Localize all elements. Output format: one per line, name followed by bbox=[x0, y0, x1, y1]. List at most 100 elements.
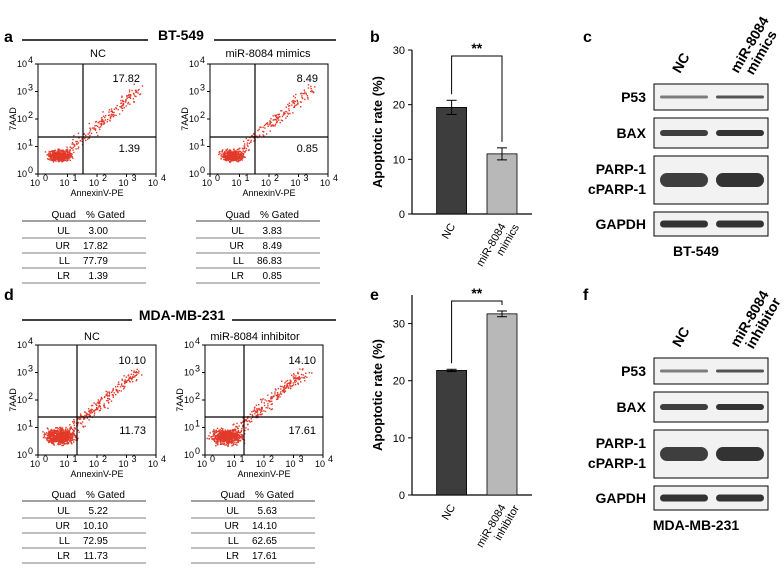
scatter-event-dot bbox=[94, 409, 97, 411]
scatter-event-dot bbox=[259, 126, 261, 128]
scatter-event-dot bbox=[222, 154, 225, 157]
flow-plot-label: miR-8084 mimics bbox=[226, 48, 311, 60]
scatter-event-dot bbox=[260, 401, 263, 403]
scatter-event-dot bbox=[310, 87, 312, 90]
table-quad-cell: UL bbox=[231, 226, 244, 237]
scatter-event-dot bbox=[109, 398, 111, 401]
scatter-event-dot bbox=[230, 159, 232, 162]
scatter-event-dot bbox=[220, 427, 223, 429]
scatter-event-dot bbox=[130, 94, 132, 97]
y-tick-label: 10 bbox=[17, 450, 27, 460]
scatter-event-dot bbox=[46, 432, 48, 434]
y-tick-label: 30 bbox=[393, 319, 405, 331]
scatter-event-dot bbox=[298, 379, 300, 381]
scatter-event-dot bbox=[110, 391, 113, 394]
scatter-event-dot bbox=[305, 92, 307, 94]
scatter-event-dot bbox=[276, 116, 278, 118]
scatter-event-dot bbox=[113, 114, 115, 116]
scatter-event-dot bbox=[89, 134, 91, 137]
scatter-event-dot bbox=[293, 378, 295, 380]
scatter-event-dot bbox=[73, 434, 76, 437]
scatter-event-dot bbox=[67, 436, 69, 438]
scatter-event-dot bbox=[129, 377, 131, 380]
scatter-event-dot bbox=[89, 128, 92, 130]
scatter-event-dot bbox=[50, 153, 52, 155]
scatter-event-dot bbox=[59, 436, 61, 438]
scatter-event-dot bbox=[133, 101, 136, 103]
scatter-event-dot bbox=[120, 99, 122, 102]
scatter-event-dot bbox=[99, 400, 101, 402]
scatter-event-dot bbox=[214, 437, 216, 439]
scatter-event-dot bbox=[108, 391, 110, 394]
scatter-event-dot bbox=[102, 111, 104, 113]
scatter-event-dot bbox=[84, 137, 86, 140]
x-tick-label: 10 bbox=[148, 459, 158, 469]
scatter-event-dot bbox=[73, 420, 75, 423]
y-tick-exponent: 0 bbox=[28, 446, 33, 456]
x-tick-exponent: 3 bbox=[132, 454, 137, 464]
scatter-event-dot bbox=[98, 404, 100, 407]
scatter-event-dot bbox=[221, 437, 223, 440]
flow-plot-scatter bbox=[206, 368, 313, 447]
scatter-event-dot bbox=[238, 439, 240, 442]
scatter-event-dot bbox=[235, 425, 237, 428]
scatter-event-dot bbox=[51, 435, 53, 437]
scatter-event-dot bbox=[224, 156, 226, 158]
scatter-event-dot bbox=[271, 400, 273, 402]
scatter-event-dot bbox=[235, 437, 237, 439]
scatter-event-dot bbox=[287, 385, 289, 388]
scatter-event-dot bbox=[235, 436, 237, 438]
blot-cell-line: MDA-MB-231 bbox=[653, 517, 740, 533]
scatter-event-dot bbox=[231, 155, 233, 157]
panel-a-title-mask bbox=[148, 27, 214, 45]
y-tick-exponent: 0 bbox=[200, 165, 205, 175]
scatter-event-dot bbox=[235, 159, 238, 161]
scatter-event-dot bbox=[227, 445, 229, 447]
x-tick-exponent: 1 bbox=[73, 454, 78, 464]
scatter-event-dot bbox=[241, 152, 244, 155]
scatter-event-dot bbox=[91, 411, 93, 413]
scatter-event-dot bbox=[275, 122, 278, 124]
scatter-event-dot bbox=[226, 438, 229, 441]
scatter-event-dot bbox=[281, 110, 283, 112]
gated-table: Quad % Gated UL 3.00 UR 17.82 LL 77.79 LR 1.39 bbox=[22, 210, 146, 284]
scatter-event-dot bbox=[241, 159, 243, 161]
scatter-event-dot bbox=[236, 442, 238, 444]
scatter-event-dot bbox=[63, 430, 65, 432]
scatter-event-dot bbox=[237, 161, 239, 163]
quad-ur-value: 14.10 bbox=[288, 355, 316, 367]
scatter-event-dot bbox=[237, 430, 240, 432]
scatter-event-dot bbox=[291, 374, 293, 376]
scatter-event-dot bbox=[231, 436, 233, 439]
scatter-event-dot bbox=[106, 395, 109, 397]
y-tick-label: 10 bbox=[189, 142, 199, 152]
scatter-event-dot bbox=[283, 111, 285, 113]
scatter-event-dot bbox=[282, 386, 285, 389]
scatter-event-dot bbox=[241, 157, 244, 160]
scatter-event-dot bbox=[244, 433, 246, 435]
scatter-event-dot bbox=[229, 441, 232, 443]
scatter-event-dot bbox=[83, 418, 85, 420]
scatter-event-dot bbox=[269, 130, 271, 132]
scatter-event-dot bbox=[66, 432, 69, 434]
scatter-event-dot bbox=[301, 95, 303, 97]
scatter-event-dot bbox=[69, 159, 71, 162]
scatter-event-dot bbox=[111, 110, 113, 113]
scatter-event-dot bbox=[302, 377, 305, 379]
scatter-event-dot bbox=[90, 132, 93, 135]
scatter-event-dot bbox=[62, 154, 65, 156]
scatter-event-dot bbox=[61, 154, 63, 156]
scatter-event-dot bbox=[228, 442, 230, 444]
scatter-event-dot bbox=[56, 436, 58, 438]
scatter-event-dot bbox=[283, 113, 285, 116]
scatter-event-dot bbox=[121, 385, 124, 387]
scatter-event-dot bbox=[133, 83, 135, 86]
scatter-event-dot bbox=[46, 437, 48, 439]
scatter-event-dot bbox=[208, 435, 210, 437]
scatter-event-dot bbox=[63, 431, 65, 433]
quad-lr-value: 0.85 bbox=[297, 143, 318, 155]
scatter-event-dot bbox=[212, 433, 215, 435]
scatter-event-dot bbox=[68, 431, 70, 434]
panel-letter-b: b bbox=[370, 29, 380, 46]
scatter-event-dot bbox=[46, 439, 48, 441]
